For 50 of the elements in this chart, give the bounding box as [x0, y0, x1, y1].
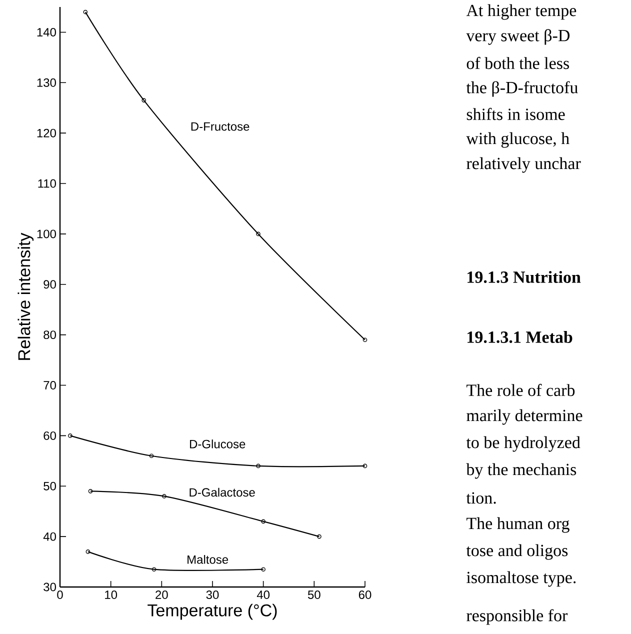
- y-tick-label: 120: [37, 128, 56, 138]
- text: isomaltose type.: [466, 571, 576, 587]
- x-axis-title: Temperature (°C): [148, 604, 277, 620]
- text: by the mechanis: [466, 463, 576, 479]
- point: [261, 519, 266, 524]
- y-tick-label: 70: [44, 381, 56, 390]
- x-tick-label: 50: [308, 590, 320, 600]
- y-tick-label: 110: [38, 179, 56, 188]
- y-tick-label: 50: [44, 482, 56, 490]
- text: tion.: [466, 492, 496, 504]
- point: [162, 494, 166, 498]
- series-label: D-Fructose: [191, 122, 250, 131]
- y-tick-label: 90: [44, 280, 56, 289]
- y-tick-label: 100: [37, 230, 56, 238]
- text: responsible for: [466, 609, 568, 625]
- x-tick-label: 40: [256, 590, 270, 600]
- text: marily determine: [466, 409, 582, 425]
- text: At higher tempe: [466, 4, 576, 20]
- x-tick-label: 60: [358, 590, 372, 600]
- text: with glucose, h: [466, 132, 570, 148]
- y-tick-label: 30: [44, 582, 56, 592]
- text: the β-D-fructofu: [466, 81, 578, 97]
- y-axis-title: Relative intensity: [18, 232, 34, 360]
- text: relatively unchar: [466, 157, 581, 173]
- x-tick-label: 0: [57, 590, 63, 600]
- y-tick-label: 80: [44, 330, 56, 340]
- point: [256, 464, 260, 468]
- text: tose and oligos: [466, 544, 568, 560]
- point: [256, 232, 260, 236]
- x-tick-label: 20: [156, 590, 168, 600]
- text: The human org: [466, 517, 570, 533]
- y-tick-label: 130: [37, 78, 56, 87]
- text: The role of carb: [466, 384, 575, 396]
- text: of both the less: [466, 56, 569, 70]
- text: shifts in isome: [466, 108, 565, 120]
- y-tick-label: 140: [37, 28, 56, 36]
- y-tick-label: 40: [43, 532, 56, 541]
- series-label: D-Galactose: [190, 488, 255, 497]
- series-label: D-Glucose: [190, 440, 246, 448]
- x-tick-label: 30: [206, 590, 219, 600]
- point: [152, 567, 156, 572]
- text: very sweet β-D: [466, 29, 570, 45]
- text: 19.1.3 Nutrition: [468, 270, 581, 284]
- point: [142, 98, 146, 102]
- text: to be hydrolyzed: [466, 436, 580, 452]
- x-tick-label: 10: [105, 590, 118, 600]
- text: 19.1.3.1 Metab: [468, 330, 572, 344]
- series-label: Maltose: [188, 555, 228, 564]
- y-tick-label: 60: [44, 431, 56, 440]
- point: [149, 454, 154, 458]
